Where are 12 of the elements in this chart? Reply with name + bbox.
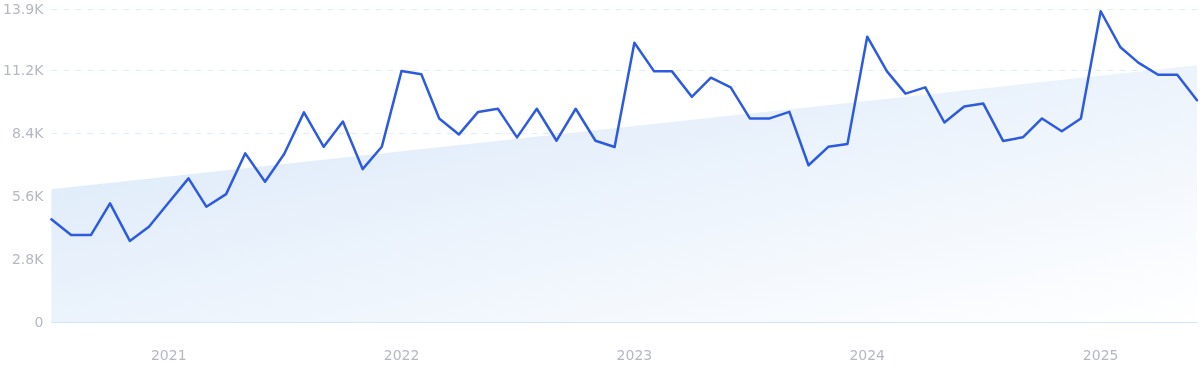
x-tick-label: 2024 <box>849 347 886 363</box>
y-tick-label: 0 <box>34 314 44 330</box>
x-tick-label: 2023 <box>616 347 653 363</box>
y-tick-label: 11.2K <box>2 61 45 78</box>
y-tick-label: 13.9K <box>2 1 45 17</box>
y-tick-label: 5.6K <box>11 187 45 204</box>
x-tick-label: 2022 <box>383 347 420 363</box>
x-tick-label: 2021 <box>150 347 187 363</box>
x-tick-label: 2025 <box>1082 347 1119 363</box>
y-tick-label: 2.8K <box>11 250 45 267</box>
y-tick-label: 8.4K <box>11 124 45 141</box>
line-series <box>50 10 1199 243</box>
